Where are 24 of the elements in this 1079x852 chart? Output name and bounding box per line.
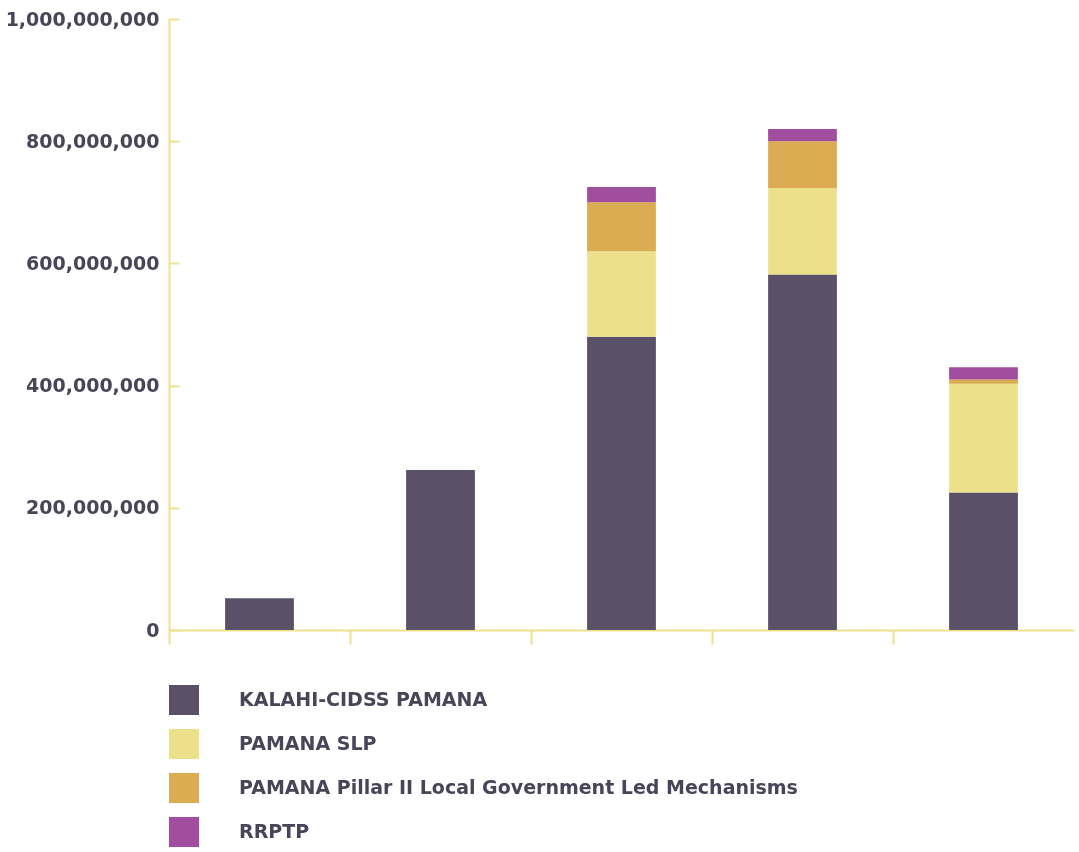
y-tick-label: 400,000,000 bbox=[26, 374, 160, 397]
legend-label: KALAHI-CIDSS PAMANA bbox=[239, 688, 488, 710]
bar bbox=[768, 128, 837, 142]
legend-label: RRPTP bbox=[239, 820, 310, 842]
bar bbox=[949, 492, 1018, 630]
bar bbox=[949, 383, 1018, 493]
bar bbox=[225, 598, 294, 630]
y-tick-label: 800,000,000 bbox=[26, 129, 160, 152]
y-tick-label: 600,000,000 bbox=[26, 251, 160, 274]
bar bbox=[768, 188, 837, 275]
y-tick-label: 0 bbox=[146, 618, 160, 641]
legend-label: PAMANA SLP bbox=[239, 732, 377, 754]
y-tick-label: 1,000,000,000 bbox=[5, 7, 160, 30]
bar bbox=[949, 367, 1018, 380]
bar bbox=[587, 202, 656, 252]
bar bbox=[587, 251, 656, 337]
bar bbox=[406, 469, 475, 630]
bar bbox=[587, 336, 656, 630]
bar bbox=[768, 274, 837, 630]
legend-label: PAMANA Pillar II Local Government Led Mechanisms bbox=[239, 776, 798, 798]
y-tick-label: 200,000,000 bbox=[26, 496, 160, 519]
bar bbox=[768, 141, 837, 189]
bar bbox=[587, 187, 656, 203]
bar bbox=[949, 379, 1018, 384]
